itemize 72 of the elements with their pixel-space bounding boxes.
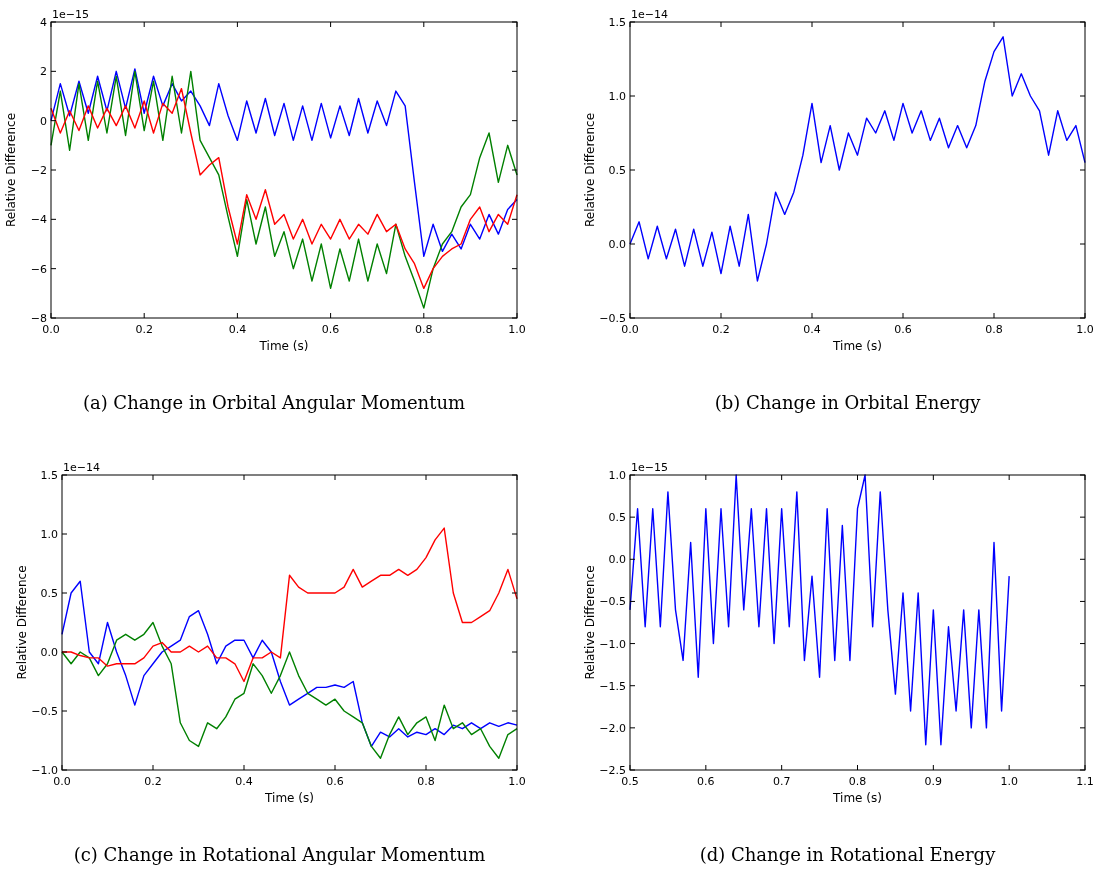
text: (b) Change in Orbital Energy <box>714 392 982 413</box>
y-tick-label: 0.5 <box>608 511 626 525</box>
text: 1e−15 <box>631 461 668 474</box>
x-tick-label: 0.0 <box>621 323 639 336</box>
line-series <box>629 36 1086 282</box>
x-tick-label: 1.0 <box>1076 323 1094 336</box>
y-tick-label: 1.0 <box>608 90 626 103</box>
x-tick-label: 0.4 <box>235 775 253 788</box>
y-tick-label: 1.5 <box>40 469 58 482</box>
y-tick-label: −8 <box>30 312 47 325</box>
text: 1e−14 <box>631 8 668 21</box>
x-tick-label: 0.6 <box>326 775 344 788</box>
x-tick-label: 0.4 <box>228 323 247 336</box>
x-axis-title: Time (s) <box>832 791 882 805</box>
text: (d) Change in Rotational Energy <box>699 844 997 865</box>
y-tick-label: 1.0 <box>608 469 626 482</box>
y-tick-label: −2.5 <box>599 764 626 777</box>
y-tick-label: −2 <box>30 164 47 177</box>
y-tick-label: 0.0 <box>608 553 626 567</box>
y-tick-label: 0 <box>40 114 47 128</box>
text: 1e−15 <box>52 8 89 21</box>
y-tick-label: −1.0 <box>599 637 626 651</box>
y-tick-label: 0.0 <box>608 238 626 251</box>
y-axis-title: Relative Difference <box>583 112 597 228</box>
y-tick-label: −1.5 <box>599 679 626 693</box>
x-tick-label: 0.2 <box>144 775 162 788</box>
x-tick-label: 0.2 <box>135 323 153 336</box>
y-tick-label: 1.5 <box>608 16 626 29</box>
line-series <box>61 580 518 748</box>
y-tick-label: 0.0 <box>40 646 58 659</box>
y-axis-title: Relative Difference <box>4 112 18 228</box>
y-tick-label: −2.0 <box>599 721 626 735</box>
y-axis-title: Relative Difference <box>583 565 597 680</box>
y-axis-title: Relative Difference <box>15 565 29 680</box>
x-tick-label: 0.9 <box>924 775 943 788</box>
x-tick-label: 0.7 <box>772 775 791 788</box>
x-axis-title: Time (s) <box>258 339 309 353</box>
x-tick-label: 0.4 <box>803 323 821 336</box>
y-tick-label: −6 <box>30 262 47 276</box>
x-tick-label: 1.0 <box>1000 775 1018 788</box>
y-tick-label: 4 <box>40 16 47 29</box>
x-tick-label: 0.0 <box>53 775 71 788</box>
y-tick-label: −4 <box>30 213 47 227</box>
x-tick-label: 0.8 <box>848 775 867 788</box>
y-tick-label: 2 <box>40 65 47 79</box>
x-tick-label: 0.8 <box>417 775 435 788</box>
x-tick-label: 0.6 <box>321 323 340 336</box>
x-axis-title: Time (s) <box>264 791 314 805</box>
line-series <box>50 87 518 290</box>
text: 1e−14 <box>63 461 100 474</box>
x-tick-label: 0.6 <box>894 323 912 336</box>
y-tick-label: 0.5 <box>608 164 626 177</box>
text: (a) Change in Orbital Angular Momentum <box>82 392 466 413</box>
x-tick-label: 0.6 <box>697 775 715 788</box>
x-tick-label: 0.5 <box>621 775 639 788</box>
line-series <box>50 70 518 309</box>
x-tick-label: 1.0 <box>508 323 526 336</box>
x-tick-label: 1.0 <box>508 775 526 788</box>
y-tick-label: −0.5 <box>31 705 58 718</box>
line-series <box>61 621 518 759</box>
y-tick-label: 0.5 <box>40 587 58 600</box>
x-tick-label: 1.1 <box>1076 775 1094 788</box>
x-tick-label: 0.8 <box>415 323 433 336</box>
text: (c) Change in Rotational Angular Momentum <box>73 844 486 865</box>
y-tick-label: −0.5 <box>599 595 626 609</box>
x-tick-label: 0.2 <box>712 323 730 336</box>
y-tick-label: −1.0 <box>31 764 58 777</box>
x-tick-label: 0.8 <box>985 323 1003 336</box>
x-axis-title: Time (s) <box>832 339 882 353</box>
y-tick-label: 1.0 <box>40 528 58 541</box>
y-tick-label: −0.5 <box>599 312 626 325</box>
line-series <box>629 474 1010 746</box>
